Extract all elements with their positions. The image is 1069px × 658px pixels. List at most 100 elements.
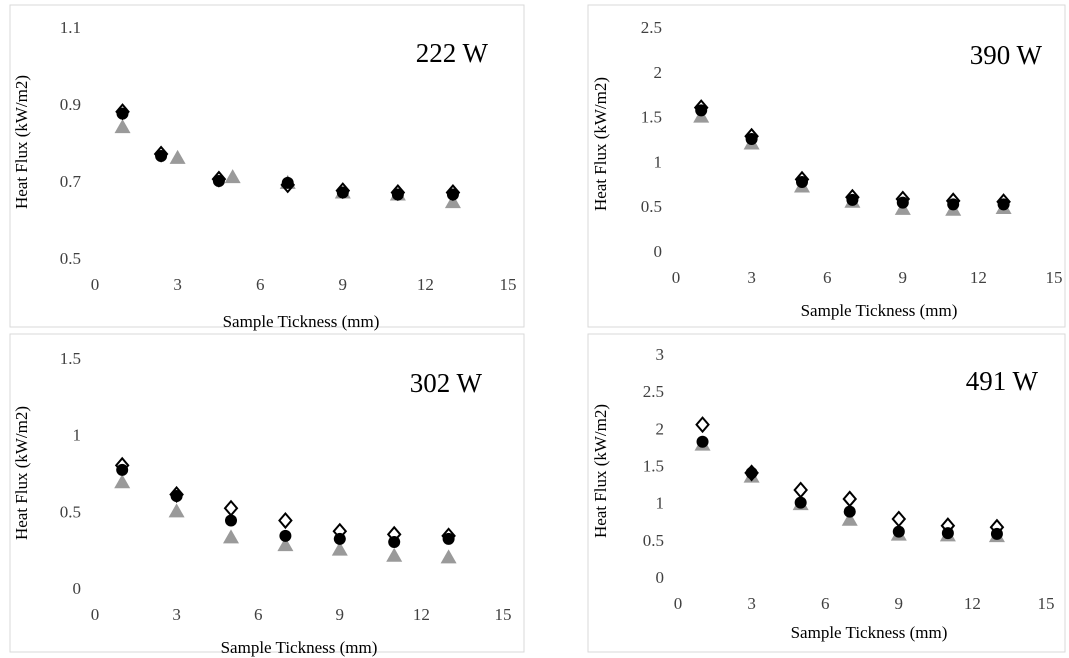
y-tick-label: 1.5: [641, 108, 662, 127]
y-tick-label: 2: [654, 63, 663, 82]
y-tick-label: 0.5: [60, 249, 81, 268]
y-axis-title: Heat Flux (kW/m2): [591, 77, 610, 211]
circle-point: [796, 176, 808, 189]
circle-point: [116, 107, 129, 120]
x-axis-title: Sample Tickness (mm): [223, 312, 380, 331]
circle-point: [116, 463, 129, 476]
x-tick-labels: 0 3 6 9 12 15: [674, 594, 1055, 613]
y-tick-label: 0.7: [60, 172, 82, 191]
x-tick-label: 9: [339, 275, 348, 294]
x-tick-label: 15: [495, 605, 512, 624]
diamond-point: [278, 511, 293, 530]
chart-svg: 0 0.5 1 1.5 2 2.5 3 0 3 6 9 12 15 491 W Sample Tick…: [587, 333, 1066, 653]
data-marks: [114, 103, 461, 209]
x-tick-label: 12: [964, 594, 981, 613]
x-tick-label: 0: [672, 268, 681, 287]
circle-point: [155, 149, 168, 162]
y-axis-title: Heat Flux (kW/m2): [12, 406, 31, 540]
chart-frame: [9, 333, 525, 653]
circle-point: [794, 496, 807, 509]
y-tick-label: 0.5: [643, 531, 664, 550]
x-tick-label: 15: [1038, 594, 1055, 613]
y-tick-label: 0.5: [60, 502, 81, 521]
diamond-point: [842, 490, 858, 508]
circle-point: [391, 188, 404, 201]
chart-title: 222 W: [416, 38, 489, 68]
circle-point: [990, 527, 1003, 540]
chart-title: 302 W: [410, 368, 483, 398]
circle-point: [279, 529, 292, 542]
data-marks: [693, 99, 1012, 216]
x-tick-label: 6: [823, 268, 832, 287]
x-tick-label: 9: [895, 594, 904, 613]
x-axis-title: Sample Tickness (mm): [801, 301, 958, 320]
x-tick-label: 0: [674, 594, 683, 613]
diamond-point: [793, 481, 808, 499]
x-tick-label: 6: [256, 275, 265, 294]
data-marks: [694, 416, 1005, 543]
chart-frame: [587, 4, 1066, 328]
triangle-point: [223, 529, 239, 544]
y-tick-labels: 0 0.5 1 1.5 2 2.5 3: [643, 345, 664, 587]
data-marks: [114, 456, 457, 564]
x-tick-label: 12: [970, 268, 987, 287]
chart-panel-222w: 0.5 0.7 0.9 1.1 0 3 6 9 12 15 222 W Sample Tickn…: [0, 0, 530, 331]
circle-point: [695, 104, 708, 117]
y-tick-label: 1.5: [643, 457, 664, 476]
chart-panel-390w: 0 0.5 1 1.5 2 2.5 0 3 6 9 12 15 390 W Sample Tickn…: [530, 0, 1069, 330]
triangle-point: [169, 149, 186, 164]
circle-point: [442, 532, 455, 545]
triangle-point: [841, 511, 858, 526]
circle-point: [170, 490, 183, 502]
x-tick-label: 0: [91, 275, 100, 294]
diamond-point: [695, 416, 710, 434]
x-tick-label: 12: [413, 605, 430, 624]
diamond-point: [891, 510, 907, 528]
circle-point: [696, 435, 709, 448]
y-axis-title: Heat Flux (kW/m2): [591, 404, 610, 538]
triangle-point: [114, 119, 131, 134]
x-tick-label: 3: [172, 605, 181, 624]
circle-point: [212, 175, 225, 187]
y-tick-label: 2: [656, 419, 665, 438]
x-axis-title: Sample Tickness (mm): [221, 638, 378, 657]
x-tick-label: 3: [747, 594, 756, 613]
y-tick-label: 1: [73, 426, 82, 445]
triangle-point: [444, 194, 461, 209]
x-tick-label: 15: [500, 275, 517, 294]
y-tick-label: 0: [654, 242, 663, 261]
circle-point: [941, 527, 954, 540]
circle-point: [745, 133, 758, 145]
chart-svg: 0.5 0.7 0.9 1.1 0 3 6 9 12 15 222 W Sample Tickn…: [9, 4, 525, 331]
diamond-point: [223, 499, 239, 517]
x-tick-label: 9: [899, 268, 908, 287]
x-tick-labels: 0 3 6 9 12 15: [91, 605, 512, 624]
circle-point: [997, 198, 1010, 211]
y-tick-label: 0: [656, 568, 665, 587]
circle-point: [281, 176, 294, 189]
x-tick-label: 6: [821, 594, 830, 613]
circle-point: [446, 188, 459, 201]
y-tick-labels: 0 0.5 1 1.5 2 2.5: [641, 18, 662, 261]
x-tick-label: 6: [254, 605, 263, 624]
y-tick-label: 1.5: [60, 349, 81, 368]
x-tick-label: 3: [173, 275, 182, 294]
circle-point: [745, 466, 758, 479]
circle-point: [225, 514, 237, 527]
circle-point: [892, 525, 905, 538]
x-tick-label: 15: [1046, 268, 1063, 287]
chart-frame: [9, 4, 525, 328]
circle-point: [846, 193, 859, 206]
circle-point: [333, 532, 346, 545]
y-tick-labels: 0.5 0.7 0.9 1.1: [60, 18, 82, 268]
chart-panel-491w: 0 0.5 1 1.5 2 2.5 3 0 3 6 9 12 15 491 W Sample Tick…: [530, 330, 1069, 658]
circle-point: [336, 186, 349, 199]
chart-svg: 0 0.5 1 1.5 2 2.5 0 3 6 9 12 15 390 W Sample Tickn…: [587, 4, 1066, 328]
y-tick-label: 1: [656, 494, 665, 513]
triangle-point: [277, 537, 294, 552]
circle-point: [843, 505, 856, 518]
triangle-point: [386, 547, 403, 562]
y-tick-label: 2.5: [643, 382, 664, 401]
y-tick-label: 0.5: [641, 197, 662, 216]
circle-point: [896, 196, 909, 209]
